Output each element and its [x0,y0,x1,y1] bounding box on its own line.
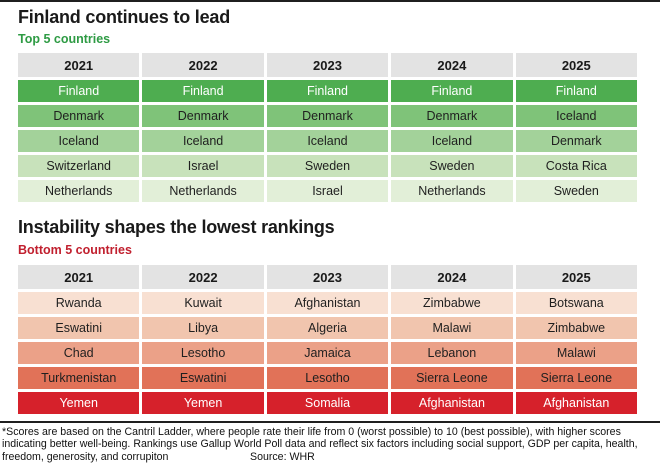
country-cell: Sweden [391,155,513,177]
year-column-header: 2021 [18,265,140,289]
footnote: *Scores are based on the Cantril Ladder,… [2,426,658,463]
country-cell: Lesotho [266,367,389,389]
country-cell: Yemen [142,392,264,414]
country-cell: Chad [18,342,140,364]
top5-section-title: Finland continues to lead [18,7,231,27]
country-cell: Israel [266,180,389,202]
country-cell: Eswatini [18,317,140,339]
country-cell: Lesotho [142,342,264,364]
year-column-header: 2022 [142,265,264,289]
country-cell: Afghanistan [266,292,389,314]
country-cell: Iceland [515,105,637,127]
country-cell: Sweden [266,155,389,177]
country-cell: Finland [266,80,389,102]
bottom5-section-title: Instability shapes the lowest rankings [18,217,335,237]
country-cell: Malawi [391,317,513,339]
year-column-header: 2025 [515,53,637,77]
country-cell: Eswatini [142,367,264,389]
country-cell: Switzerland [18,155,140,177]
country-cell: Sierra Leone [391,367,513,389]
year-column-header: 2023 [266,265,389,289]
country-cell: Sweden [515,180,637,202]
country-cell: Sierra Leone [515,367,637,389]
year-column-header: 2023 [266,53,389,77]
country-cell: Turkmenistan [18,367,140,389]
country-cell: Lebanon [391,342,513,364]
country-cell: Algeria [266,317,389,339]
footnote-line-2: indicating better well-being. Rankings u… [2,438,638,451]
country-cell: Libya [142,317,264,339]
country-cell: Netherlands [391,180,513,202]
country-cell: Iceland [142,130,264,152]
country-cell: Iceland [266,130,389,152]
country-cell: Denmark [266,105,389,127]
footer-divider [0,421,660,423]
year-column-header: 2024 [391,265,513,289]
country-cell: Zimbabwe [515,317,637,339]
year-column-header: 2025 [515,265,637,289]
year-column-header: 2022 [142,53,264,77]
country-cell: Finland [391,80,513,102]
country-cell: Afghanistan [391,392,513,414]
country-cell: Iceland [18,130,140,152]
country-cell: Malawi [515,342,637,364]
country-cell: Botswana [515,292,637,314]
country-cell: Netherlands [18,180,140,202]
country-cell: Zimbabwe [391,292,513,314]
country-cell: Afghanistan [515,392,637,414]
country-cell: Somalia [266,392,389,414]
country-cell: Denmark [515,130,637,152]
bottom5-countries-table: 2021 2022 2023 2024 2025 Rwanda Kuwait Afghanis… [18,265,637,414]
footnote-line-1: *Scores are based on the Cantril Ladder,… [2,426,621,438]
country-cell: Rwanda [18,292,140,314]
year-column-header: 2021 [18,53,140,77]
country-cell: Finland [515,80,637,102]
country-cell: Kuwait [142,292,264,314]
source-credit: Source: WHR [250,450,315,463]
bottom5-section-subtitle: Bottom 5 countries [18,243,132,257]
country-cell: Israel [142,155,264,177]
country-cell: Finland [142,80,264,102]
country-cell: Yemen [18,392,140,414]
country-cell: Netherlands [142,180,264,202]
top5-countries-table: 2021 2022 2023 2024 2025 Finland Finland Finlan… [18,53,637,202]
country-cell: Denmark [18,105,140,127]
country-cell: Finland [18,80,140,102]
country-cell: Costa Rica [515,155,637,177]
footnote-line-3: freedom, generosity, and corrupiton [2,450,169,463]
country-cell: Iceland [391,130,513,152]
country-cell: Denmark [391,105,513,127]
year-column-header: 2024 [391,53,513,77]
top5-section-subtitle: Top 5 countries [18,32,111,46]
country-cell: Jamaica [266,342,389,364]
country-cell: Denmark [142,105,264,127]
